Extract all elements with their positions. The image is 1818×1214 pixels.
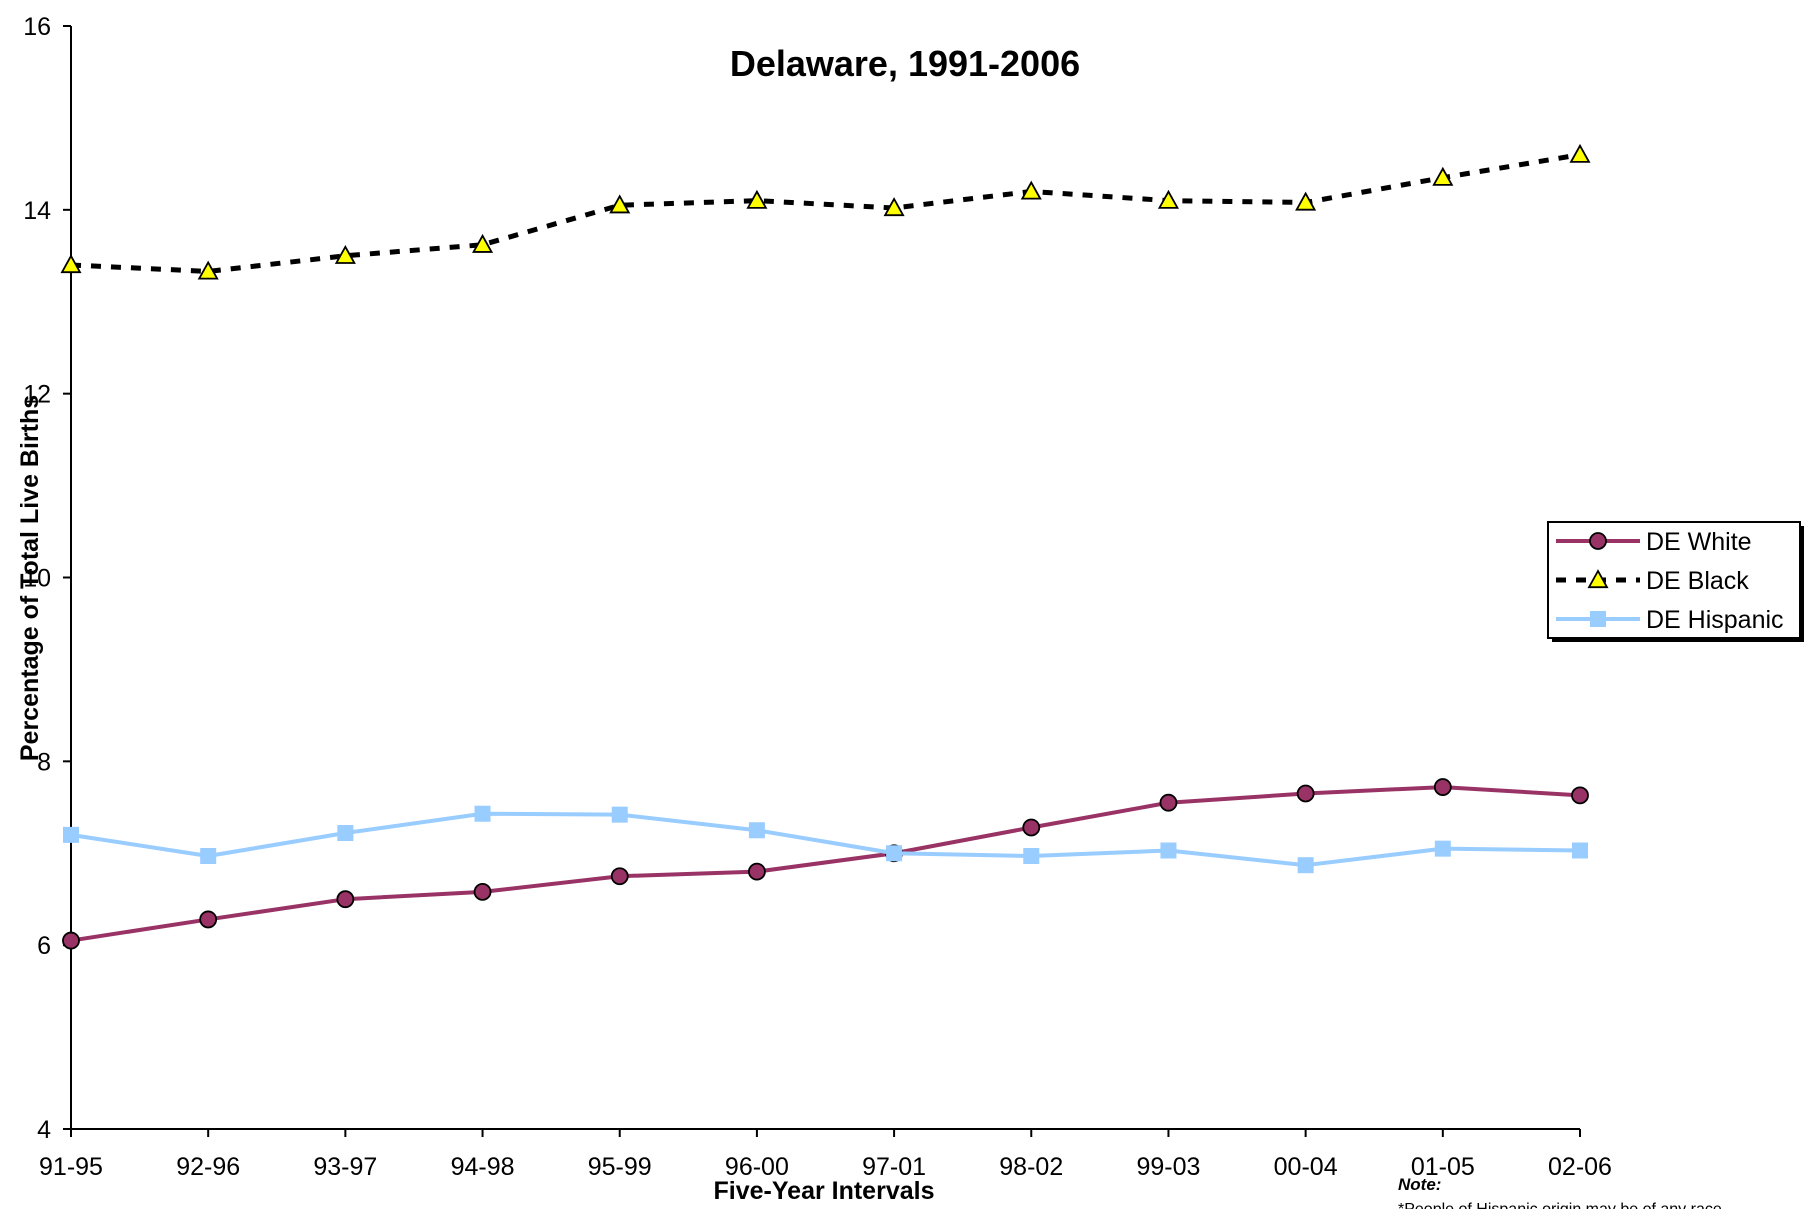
data-point-de-white xyxy=(1159,793,1178,812)
data-point-de-white xyxy=(1022,818,1041,837)
series-de-black xyxy=(60,143,1591,280)
x-tick-label: 01-05 xyxy=(1411,1153,1475,1181)
legend-label: DE Hispanic xyxy=(1646,606,1784,634)
legend-item-de-black: DE Black xyxy=(1556,567,1749,595)
data-point-de-hispanic xyxy=(337,825,354,842)
data-point-de-hispanic xyxy=(1297,857,1314,874)
y-tick-label: 16 xyxy=(23,13,51,41)
data-point-de-black xyxy=(334,244,356,264)
y-ticks: 4 6 8 10 12 14 16 xyxy=(23,13,71,1144)
legend-label: DE Black xyxy=(1646,567,1749,595)
x-tick-label: 97-01 xyxy=(862,1153,926,1181)
x-tick-label: 98-02 xyxy=(999,1153,1063,1181)
series-layer xyxy=(60,143,1591,950)
data-point-de-hispanic xyxy=(886,845,903,862)
series-line-de-hispanic xyxy=(70,811,1581,868)
legend-swatch-marker xyxy=(1590,611,1606,627)
legend-label: DE White xyxy=(1646,528,1752,556)
data-point-de-hispanic xyxy=(1160,842,1177,859)
x-tick-label: 95-99 xyxy=(588,1153,652,1181)
data-point-de-white xyxy=(1571,786,1589,805)
y-tick-label: 8 xyxy=(37,748,51,776)
x-ticks: 91-95 92-96 93-97 94-98 95-99 96-00 97-01 98-02… xyxy=(39,1129,1612,1181)
x-tick-label: 91-95 xyxy=(39,1153,103,1181)
data-point-de-white xyxy=(1296,784,1315,803)
data-point-de-black xyxy=(60,254,82,274)
data-point-de-black xyxy=(1432,166,1454,186)
data-point-de-black xyxy=(746,189,768,209)
y-tick-label: 4 xyxy=(37,1116,51,1144)
series-de-white xyxy=(62,778,1589,950)
x-tick-label: 02-06 xyxy=(1548,1153,1612,1181)
x-tick-label: 93-97 xyxy=(313,1153,377,1181)
data-point-de-black xyxy=(1157,189,1179,209)
data-point-de-hispanic xyxy=(474,805,491,822)
y-tick-label: 10 xyxy=(23,565,51,593)
data-point-de-white xyxy=(1433,778,1452,796)
x-tick-label: 99-03 xyxy=(1136,1153,1200,1181)
data-point-de-white xyxy=(610,867,629,886)
chart-title: Delaware, 1991-2006 xyxy=(730,43,1080,84)
data-point-de-black xyxy=(1569,143,1591,163)
data-point-de-hispanic xyxy=(748,822,765,839)
data-point-de-hispanic xyxy=(200,848,217,865)
note-title: Note: xyxy=(1398,1175,1441,1194)
axes xyxy=(70,26,1580,1130)
data-point-de-hispanic xyxy=(611,806,628,823)
data-point-de-hispanic xyxy=(1434,840,1451,857)
legend-swatch-marker xyxy=(1587,569,1609,589)
data-point-de-hispanic xyxy=(1023,848,1040,865)
data-point-de-black xyxy=(1295,191,1317,211)
x-axis-title: Five-Year Intervals xyxy=(714,1177,935,1205)
data-point-de-hispanic xyxy=(63,826,79,843)
legend-items: DE White DE Black DE Hispanic xyxy=(1556,528,1784,634)
y-tick-label: 12 xyxy=(23,381,51,409)
legend-swatch-marker xyxy=(1589,532,1607,550)
legend: DE White DE Black DE Hispanic xyxy=(1547,521,1804,642)
data-point-de-white xyxy=(62,931,80,950)
y-tick-label: 14 xyxy=(23,197,51,225)
data-point-de-black xyxy=(609,194,631,214)
legend-item-de-hispanic: DE Hispanic xyxy=(1556,606,1784,634)
data-point-de-white xyxy=(748,862,766,881)
series-line-de-white xyxy=(70,785,1581,943)
y-axis-title: Percentage of Total Live Births xyxy=(16,395,44,761)
data-point-de-black xyxy=(197,260,219,280)
series-de-hispanic xyxy=(63,805,1588,874)
data-point-de-white xyxy=(473,882,492,901)
data-point-de-white xyxy=(199,910,218,929)
x-tick-label: 00-04 xyxy=(1274,1153,1338,1181)
data-point-de-white xyxy=(336,890,355,909)
x-tick-label: 96-00 xyxy=(725,1153,789,1181)
data-point-de-black xyxy=(883,197,905,217)
series-line-de-black xyxy=(70,152,1581,274)
note-text: *People of Hispanic origin may be of any… xyxy=(1398,1201,1726,1209)
legend-item-de-white: DE White xyxy=(1556,528,1752,556)
x-tick-label: 94-98 xyxy=(451,1153,515,1181)
x-tick-label: 92-96 xyxy=(176,1153,240,1181)
data-point-de-black xyxy=(1020,180,1042,200)
data-point-de-black xyxy=(472,233,494,253)
y-tick-label: 6 xyxy=(37,932,51,960)
data-point-de-hispanic xyxy=(1572,842,1588,859)
